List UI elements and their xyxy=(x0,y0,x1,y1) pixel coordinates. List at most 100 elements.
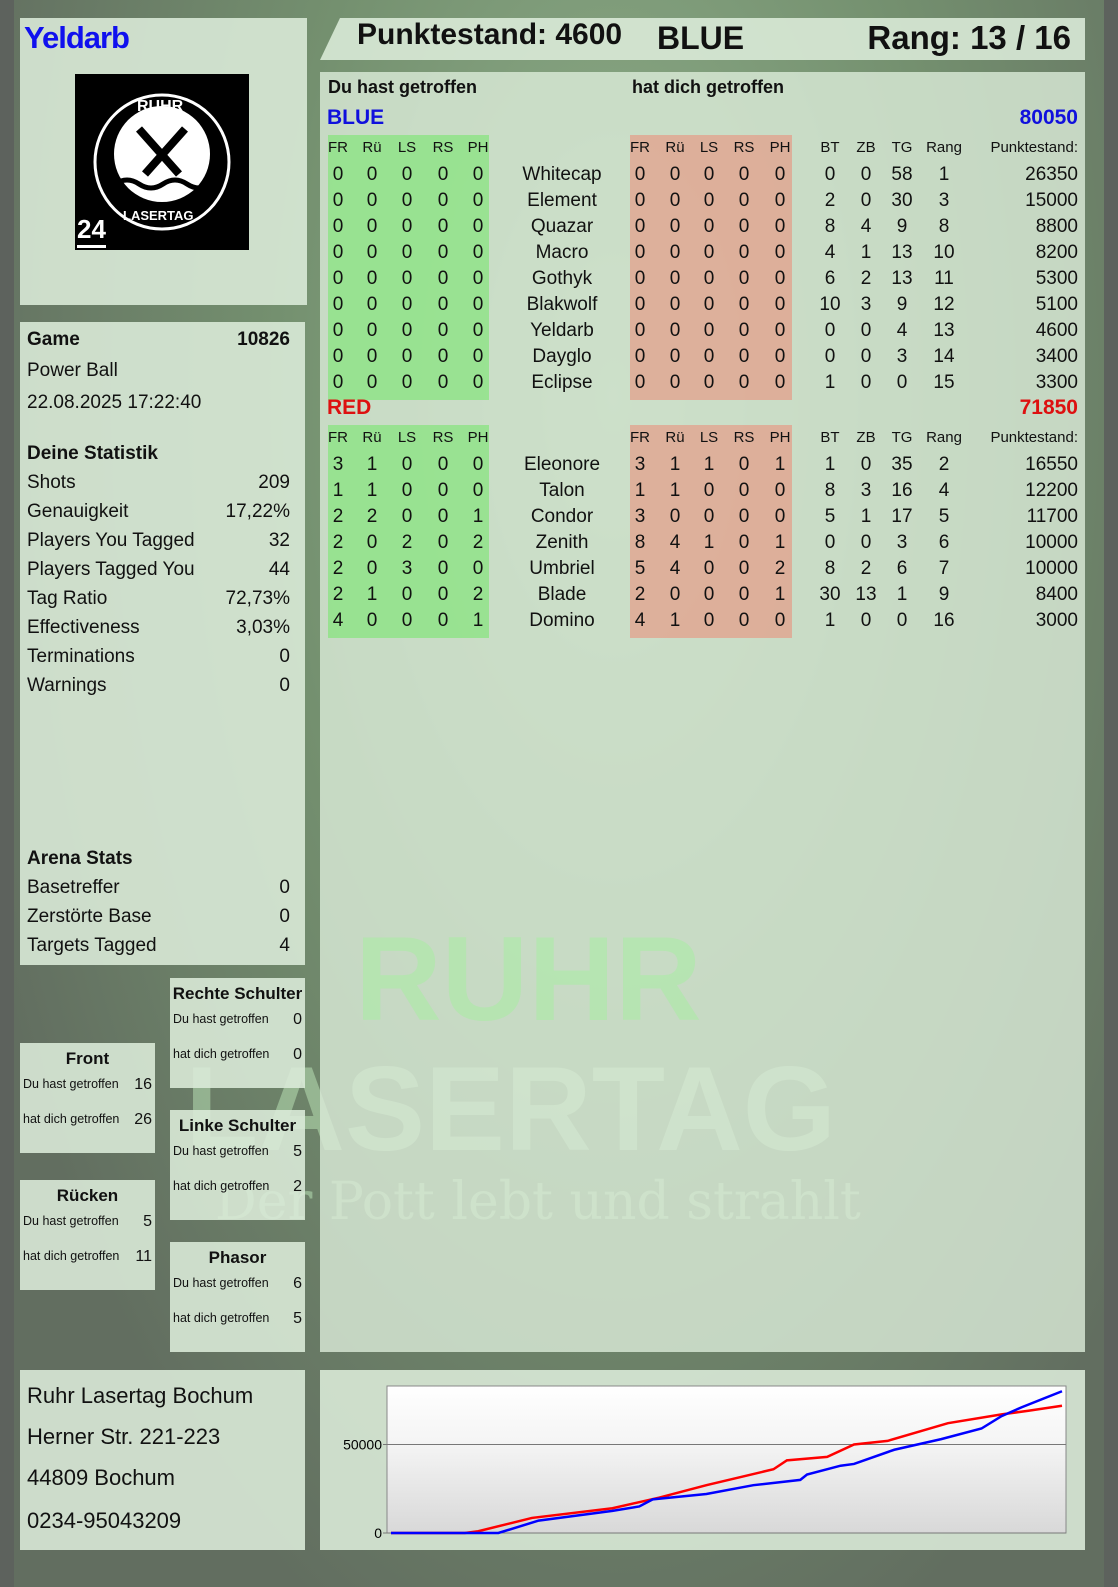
address-line: 0234-95043209 xyxy=(27,1508,182,1533)
score-cell: 4600 xyxy=(1035,320,1078,341)
scoreboard-panel: BLUE 80050 FR FR Rü Rü LS LS RS RS PH PH BT ZB TG Rang P… xyxy=(320,72,1085,1352)
hit-you-cell: 0 xyxy=(634,216,646,237)
hit-you-block xyxy=(630,425,792,638)
you-hit-cell: 0 xyxy=(472,268,484,289)
column-header: PH xyxy=(769,139,791,156)
you-hit-cell: 0 xyxy=(401,480,413,501)
you-hit-block xyxy=(328,425,489,638)
stat-value: 0 xyxy=(279,675,290,696)
column-header: Rang xyxy=(926,429,962,446)
hit-you-cell: 0 xyxy=(703,164,715,185)
you-hit-cell: 0 xyxy=(401,506,413,527)
score-cell: 3300 xyxy=(1035,372,1078,393)
column-header: Rang xyxy=(926,139,962,156)
player-name-cell: Whitecap xyxy=(522,164,602,185)
series-line-1 xyxy=(391,1390,1063,1535)
you-hit-cell: 0 xyxy=(472,190,484,211)
score-cell: 26350 xyxy=(1025,164,1078,185)
hit-you-cell: 0 xyxy=(774,506,786,527)
hit-you-cell: 0 xyxy=(774,294,786,315)
hit-you-cell: 4 xyxy=(669,558,681,579)
stat-cell: 2 xyxy=(860,268,872,289)
stat-cell: 14 xyxy=(933,346,955,367)
hit-you-cell: 1 xyxy=(669,454,681,475)
logo-text-bottom: LASERTAG xyxy=(123,208,194,223)
you-hit-cell: 3 xyxy=(401,558,413,579)
you-hit-cell: 0 xyxy=(437,584,449,605)
team-total: 71850 xyxy=(1019,396,1078,419)
hit-you-cell: 0 xyxy=(634,190,646,211)
you-hit-cell: 0 xyxy=(401,216,413,237)
score-cell: 3000 xyxy=(1035,610,1078,631)
hit-you-cell: 2 xyxy=(634,584,646,605)
body-part-value: 5 xyxy=(293,1143,302,1160)
you-hit-cell: 0 xyxy=(332,320,344,341)
hit-you-cell: 0 xyxy=(738,164,750,185)
stats-title: Deine Statistik xyxy=(27,443,158,464)
hit-you-cell: 0 xyxy=(738,480,750,501)
hit-you-cell: 0 xyxy=(774,216,786,237)
you-hit-cell: 0 xyxy=(437,164,449,185)
hit-you-cell: 1 xyxy=(703,532,715,553)
you-hit-cell: 2 xyxy=(401,532,413,553)
y-tick-label: 0 xyxy=(374,1525,382,1541)
stat-label: Warnings xyxy=(27,675,107,696)
hit-you-cell: 0 xyxy=(669,268,681,289)
hit-you-cell: 2 xyxy=(774,558,786,579)
logo-badge: 24 xyxy=(77,214,106,248)
score-chart: 0 50000 xyxy=(343,1385,1067,1541)
score-cell: 3400 xyxy=(1035,346,1078,367)
address-line: Ruhr Lasertag Bochum xyxy=(27,1383,254,1408)
you-hit-cell: 0 xyxy=(437,346,449,367)
hit-you-cell: 1 xyxy=(669,480,681,501)
hit-you-cell: 8 xyxy=(634,532,646,553)
stat-cell: 2 xyxy=(938,454,950,475)
stat-cell: 0 xyxy=(860,372,872,393)
stat-cell: 6 xyxy=(938,532,950,553)
hit-you-cell: 0 xyxy=(634,242,646,263)
stat-cell: 17 xyxy=(891,506,913,527)
you-hit-cell: 0 xyxy=(437,454,449,475)
body-part-name: Rücken xyxy=(56,1186,119,1205)
score-cell: 10000 xyxy=(1025,532,1078,553)
y-tick-label: 50000 xyxy=(343,1436,382,1452)
stat-cell: 10 xyxy=(819,294,841,315)
address-panel: Ruhr Lasertag Bochum Herner Str. 221-223… xyxy=(20,1370,305,1550)
stat-label: Players You Tagged xyxy=(27,530,195,551)
you-hit-cell: 0 xyxy=(437,216,449,237)
you-hit-cell: 4 xyxy=(332,610,344,631)
hit-you-cell: 0 xyxy=(669,372,681,393)
you-hit-cell: 0 xyxy=(401,164,413,185)
you-hit-cell: 0 xyxy=(366,216,378,237)
hit-you-cell: 0 xyxy=(738,610,750,631)
game-label: Game xyxy=(27,329,80,350)
column-header: FR xyxy=(328,429,348,446)
hit-you-cell: 0 xyxy=(669,346,681,367)
chart-panel: 0 50000 xyxy=(320,1370,1085,1550)
hit-you-cell: 1 xyxy=(669,610,681,631)
hit-you-cell: 3 xyxy=(634,506,646,527)
hit-you-cell: 1 xyxy=(774,454,786,475)
stat-cell: 0 xyxy=(824,346,836,367)
column-header: Punktestand: xyxy=(990,139,1078,156)
column-header: Punktestand: xyxy=(990,429,1078,446)
stat-value: 209 xyxy=(258,472,290,493)
stat-value: 17,22% xyxy=(225,501,290,522)
player-rank: Rang: 13 / 16 xyxy=(867,19,1071,56)
hit-you-cell: 0 xyxy=(703,480,715,501)
address-line: Herner Str. 221-223 xyxy=(27,1424,221,1449)
hit-you-cell: 0 xyxy=(738,506,750,527)
you-hit-cell: 0 xyxy=(472,372,484,393)
hit-you-cell: 1 xyxy=(774,584,786,605)
body-part-label: Du hast getroffen xyxy=(23,1077,119,1091)
you-hit-cell: 0 xyxy=(366,164,378,185)
stat-cell: 30 xyxy=(891,190,913,211)
player-panel: Yeldarb RUHR LASERTAG 24 xyxy=(20,18,307,305)
game-number: 10826 xyxy=(237,329,290,350)
stat-cell: 1 xyxy=(824,610,836,631)
hit-you-cell: 0 xyxy=(669,164,681,185)
stat-cell: 0 xyxy=(896,610,908,631)
column-header: PH xyxy=(467,429,489,446)
player-name-cell: Macro xyxy=(535,242,589,263)
hit-you-cell: 0 xyxy=(738,268,750,289)
